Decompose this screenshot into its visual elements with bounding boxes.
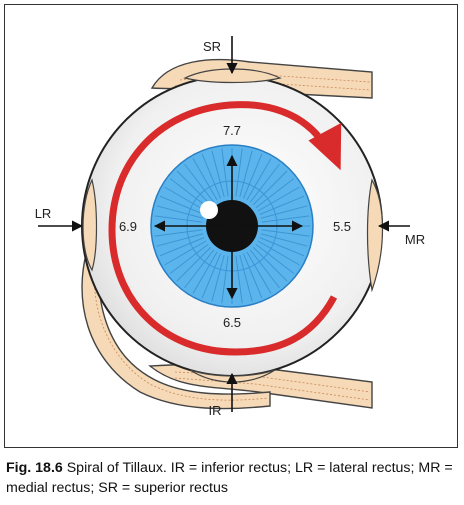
figure-number: Fig. 18.6 xyxy=(6,460,63,476)
muscle-pointer-arrows xyxy=(38,36,410,412)
lr-insertion xyxy=(82,178,98,272)
iris-ray xyxy=(221,148,229,197)
iris-ray xyxy=(154,229,203,237)
iris-ray xyxy=(252,246,288,282)
iris-ray xyxy=(249,163,280,203)
pupil-highlight xyxy=(200,201,218,219)
label-lr: LR xyxy=(35,206,52,221)
iris-ray xyxy=(192,251,218,294)
iris-ray xyxy=(257,240,300,266)
iris-ray xyxy=(164,240,207,266)
iris-ray xyxy=(156,233,204,247)
iris-ray xyxy=(257,186,300,212)
figure-caption: Fig. 18.6 Spiral of Tillaux. IR = inferi… xyxy=(6,458,458,498)
spiral-of-tillaux-curve xyxy=(108,101,342,356)
distance-superior: 7.7 xyxy=(223,123,241,138)
spiral-arrowhead xyxy=(308,122,342,171)
iris-ray xyxy=(259,237,305,257)
caption-text: Spiral of Tillaux. IR = inferior rectus;… xyxy=(6,460,453,496)
label-ir: IR xyxy=(209,403,222,418)
iris-ray xyxy=(211,150,225,198)
iris-ray xyxy=(184,163,215,203)
iris-ray xyxy=(239,254,253,302)
iris-ray xyxy=(243,253,263,299)
iris-ray xyxy=(176,246,212,282)
iris-ray xyxy=(260,205,308,219)
iris-ray xyxy=(249,249,280,289)
iris-ray xyxy=(201,153,221,199)
lateral-rectus-muscle xyxy=(81,238,271,410)
distance-lateral: 6.9 xyxy=(119,219,137,234)
iris-ray xyxy=(260,233,308,247)
iris-ray xyxy=(235,148,243,197)
iris-ray xyxy=(221,255,229,304)
iris-ray xyxy=(192,158,218,201)
iris-ray xyxy=(252,170,288,206)
iris-ray xyxy=(239,150,253,198)
iris-ray xyxy=(159,195,205,215)
iris-ray xyxy=(246,251,272,294)
mr-insertion xyxy=(366,178,384,293)
iris-ray xyxy=(243,153,263,199)
label-sr: SR xyxy=(203,39,221,54)
distance-medial: 5.5 xyxy=(333,219,351,234)
iris-ray xyxy=(164,186,207,212)
iris-ray xyxy=(261,215,310,223)
iris-ray xyxy=(169,243,209,274)
iris-ray xyxy=(154,215,203,223)
spiral-of-tillaux-diagram: 7.7 6.9 5.5 6.5 SR IR LR MR xyxy=(35,36,425,418)
iris-ray xyxy=(259,195,305,215)
iris-ray xyxy=(255,178,295,209)
iris-ray xyxy=(201,253,221,299)
iris-ray xyxy=(246,158,272,201)
iris-ray xyxy=(156,205,204,219)
iris-ray xyxy=(211,254,225,302)
sr-insertion xyxy=(183,68,282,84)
iris-ray xyxy=(261,229,310,237)
iris-ray xyxy=(235,255,243,304)
limbus-measurement-arrows xyxy=(153,154,304,300)
label-mr: MR xyxy=(405,232,425,247)
iris-ray xyxy=(169,178,209,209)
iris-ray xyxy=(159,237,205,257)
iris-ray xyxy=(184,249,215,289)
distance-inferior: 6.5 xyxy=(223,315,241,330)
iris-ray xyxy=(255,243,295,274)
iris-ray xyxy=(176,170,212,206)
